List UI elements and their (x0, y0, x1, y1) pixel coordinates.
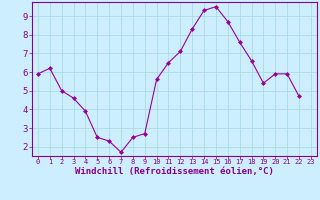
X-axis label: Windchill (Refroidissement éolien,°C): Windchill (Refroidissement éolien,°C) (75, 167, 274, 176)
